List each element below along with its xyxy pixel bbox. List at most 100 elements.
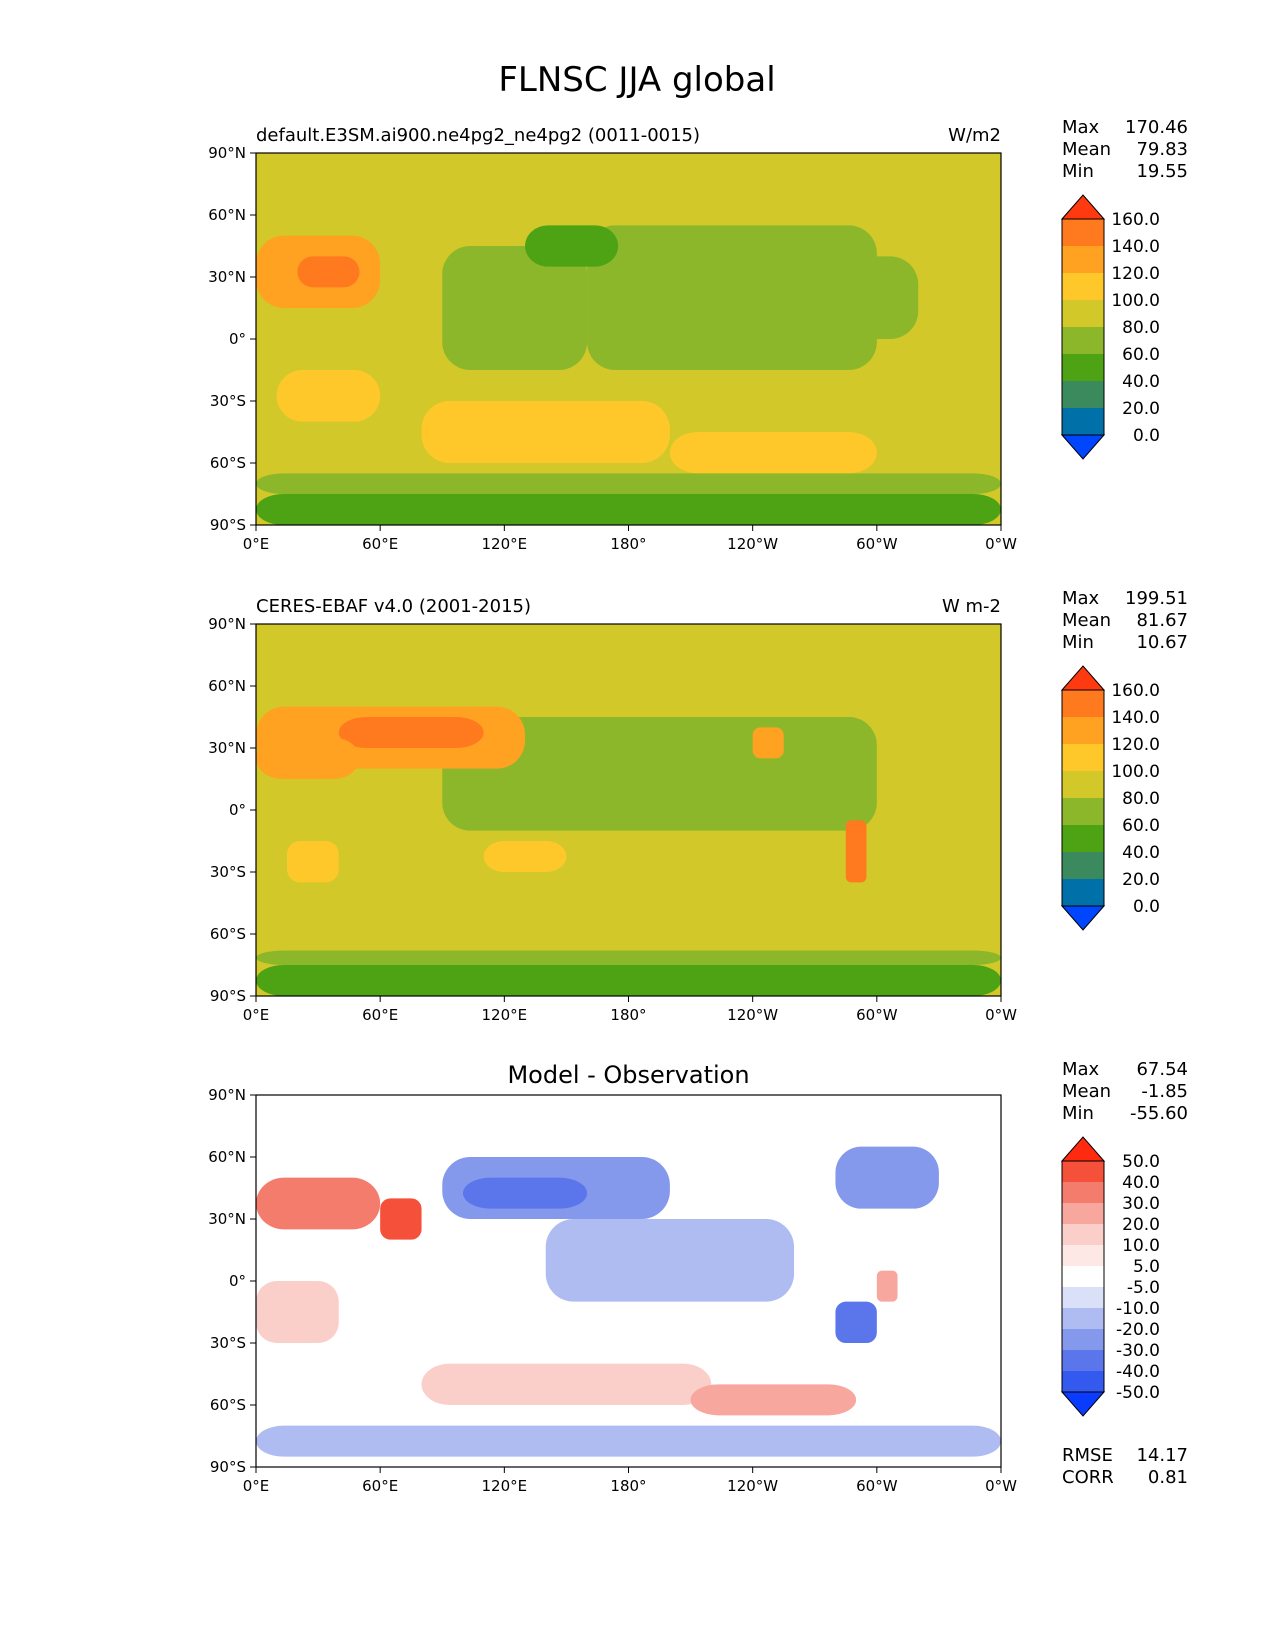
y-tick-label: 60°N [208, 206, 246, 224]
colorbar-label: -20.0 [1116, 1320, 1160, 1340]
contour-region [669, 432, 877, 474]
colorbar: 50.040.030.020.010.05.0-5.0-10.0-20.0-30… [1060, 1136, 1160, 1417]
metric-name: CORR [1062, 1467, 1114, 1488]
colorbar-swatch [1062, 1350, 1104, 1371]
metric-name: RMSE [1062, 1445, 1113, 1466]
contour-region [256, 737, 360, 779]
colorbar-label: 5.0 [1133, 1257, 1160, 1277]
x-tick-label: 0°W [985, 1477, 1017, 1495]
colorbar-swatch [1062, 1266, 1104, 1287]
y-tick-label: 90°S [210, 1458, 246, 1476]
y-tick-label: 60°S [210, 454, 246, 472]
figure-title: FLNSC JJA global [498, 60, 775, 100]
colorbar-label: -30.0 [1116, 1341, 1160, 1361]
x-tick-label: 180° [610, 535, 646, 553]
colorbar-label: 20.0 [1122, 870, 1160, 890]
x-tick-label: 120°W [727, 1477, 778, 1495]
y-tick-label: 90°N [208, 144, 246, 162]
colorbar-label: 40.0 [1122, 1173, 1160, 1193]
contour-region [380, 1198, 422, 1240]
stat-name: Mean [1062, 139, 1111, 160]
colorbar-label: 140.0 [1111, 237, 1160, 257]
colorbar-swatch [1062, 273, 1104, 300]
colorbar-label: 50.0 [1122, 1152, 1160, 1172]
stat-name: Min [1062, 632, 1094, 653]
y-tick-label: 90°S [210, 987, 246, 1005]
contour-region [690, 1384, 857, 1416]
contour-region [276, 370, 381, 422]
colorbar-label: 30.0 [1122, 1194, 1160, 1214]
contour-region [545, 1219, 795, 1302]
colorbar-extend-max [1060, 665, 1106, 691]
colorbar-extend-min [1060, 905, 1106, 931]
colorbar-label: 10.0 [1122, 1236, 1160, 1256]
colorbar-swatch [1062, 381, 1104, 408]
colorbar-swatch [1062, 354, 1104, 381]
y-tick-label: 60°N [208, 1148, 246, 1166]
units-label: W/m2 [948, 125, 1001, 146]
colorbar-label: 80.0 [1122, 789, 1160, 809]
colorbar-label: 20.0 [1122, 1215, 1160, 1235]
contour-region [256, 1281, 339, 1343]
x-tick-label: 180° [610, 1006, 646, 1024]
y-tick-label: 30°S [210, 863, 246, 881]
colorbar-swatch [1062, 1224, 1104, 1245]
y-tick-label: 60°N [208, 677, 246, 695]
colorbar-swatch [1062, 771, 1104, 798]
colorbar-extend-max [1060, 194, 1106, 220]
colorbar-frame [1061, 689, 1105, 907]
colorbar-swatch [1062, 798, 1104, 825]
colorbar-label: 100.0 [1111, 762, 1160, 782]
colorbar-label: -5.0 [1127, 1278, 1160, 1298]
colorbar-swatch [1062, 879, 1104, 906]
contour-region [256, 965, 1001, 996]
panel-observation: 0°E 60°E 120°E 180° 120°W 60°W 0°W 90°N 60°N 30°N… [208, 588, 1188, 1024]
colorbar-label: 0.0 [1133, 897, 1160, 917]
y-tick-label: 0° [229, 330, 246, 348]
contour-region [587, 225, 877, 370]
stat-name: Mean [1062, 1081, 1111, 1102]
y-tick-label: 30°S [210, 1334, 246, 1352]
contour-region [442, 246, 588, 370]
x-tick-label: 60°E [362, 1477, 398, 1495]
colorbar-swatch [1062, 246, 1104, 273]
colorbar-swatch [1062, 1203, 1104, 1224]
y-tick-label: 0° [229, 1272, 246, 1290]
map-field [256, 153, 1001, 525]
x-tick-label: 60°W [856, 1477, 898, 1495]
x-tick-label: 120°E [482, 1477, 528, 1495]
y-tick-label: 60°S [210, 925, 246, 943]
contour-region [256, 1425, 1001, 1457]
stat-max-value: 67.54 [1136, 1059, 1188, 1080]
map-field [256, 624, 1001, 996]
colorbar-label: 140.0 [1111, 708, 1160, 728]
x-tick-label: 0°W [985, 1006, 1017, 1024]
colorbar-label: 160.0 [1111, 681, 1160, 701]
contour-region [483, 841, 567, 872]
colorbar-label: 60.0 [1122, 345, 1160, 365]
colorbar-extend-min [1060, 434, 1106, 460]
contour-region [845, 820, 867, 883]
y-tick-label: 60°S [210, 1396, 246, 1414]
colorbar-swatch [1062, 1245, 1104, 1266]
stat-name: Mean [1062, 610, 1111, 631]
x-tick-label: 60°E [362, 535, 398, 553]
contour-region [256, 1177, 381, 1230]
metric-corr-value: 0.81 [1148, 1467, 1188, 1488]
stat-max-value: 199.51 [1125, 588, 1188, 609]
colorbar-label: 80.0 [1122, 318, 1160, 338]
y-tick-label: 0° [229, 801, 246, 819]
stat-mean-value: 81.67 [1136, 610, 1188, 631]
contour-region [256, 473, 1001, 494]
contour-region [338, 717, 484, 748]
stat-name: Max [1062, 1059, 1100, 1080]
colorbar-label: 120.0 [1111, 264, 1160, 284]
contour-region [421, 401, 670, 463]
colorbar-label: 160.0 [1111, 210, 1160, 230]
map-field [256, 1095, 1001, 1467]
contour-region [287, 841, 339, 883]
stat-name: Max [1062, 117, 1100, 138]
metric-rmse-value: 14.17 [1136, 1445, 1188, 1466]
x-tick-label: 0°E [243, 535, 270, 553]
